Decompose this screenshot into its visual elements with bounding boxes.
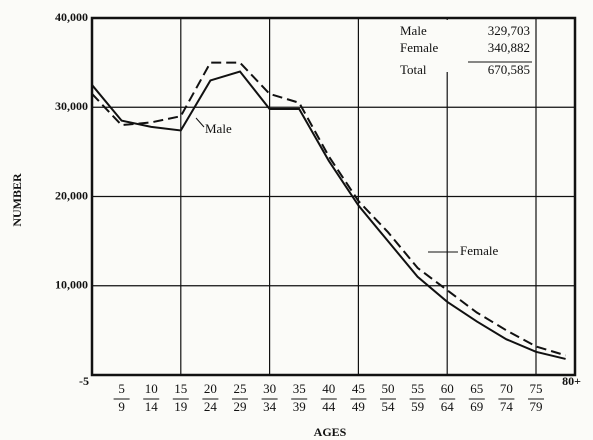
x-tick-label: 80+ (562, 374, 581, 388)
x-tick-label: -5 (79, 374, 89, 388)
x-tick-label: 65 (470, 381, 483, 396)
y-tick-label: 40,000 (55, 10, 88, 24)
x-tick-label: 50 (382, 381, 395, 396)
x-tick-label: 45 (352, 381, 365, 396)
summary-value: 670,585 (488, 62, 530, 77)
y-axis-label: NUMBER (10, 173, 24, 227)
x-tick-label: 20 (204, 381, 217, 396)
summary-label: Total (400, 62, 427, 77)
x-tick-label: 75 (530, 381, 543, 396)
x-tick-label: 64 (441, 399, 455, 414)
x-tick-label: 79 (530, 399, 543, 414)
x-tick-label: 24 (204, 399, 218, 414)
x-tick-label: 70 (500, 381, 513, 396)
y-tick-label: 30,000 (55, 99, 88, 113)
x-tick-label: 30 (263, 381, 276, 396)
series-line (91, 70, 566, 360)
summary-box (392, 20, 532, 72)
plot-frame (90, 16, 577, 377)
x-tick-label: 55 (411, 381, 424, 396)
label-leader (195, 117, 205, 128)
y-tick-label: 20,000 (55, 188, 88, 202)
x-tick-label: 29 (234, 399, 247, 414)
y-tick-label: 10,000 (55, 278, 88, 292)
x-tick-label: 44 (322, 399, 336, 414)
summary-label: Female (400, 40, 438, 55)
x-tick-label: 9 (118, 399, 125, 414)
series-label: Male (205, 121, 232, 136)
x-tick-label: 60 (441, 381, 454, 396)
x-tick-label: 49 (352, 399, 365, 414)
x-tick-label: 54 (382, 399, 396, 414)
x-tick-label: 40 (322, 381, 335, 396)
x-tick-label: 14 (145, 399, 159, 414)
x-tick-label: 59 (411, 399, 424, 414)
x-tick-label: 39 (293, 399, 306, 414)
summary-value: 329,703 (488, 23, 530, 38)
x-tick-label: 35 (293, 381, 306, 396)
x-axis-label: AGES (314, 425, 347, 439)
x-tick-label: 34 (263, 399, 277, 414)
x-tick-label: 10 (145, 381, 158, 396)
x-tick-label: 69 (470, 399, 483, 414)
x-tick-label: 5 (118, 381, 125, 396)
x-tick-label: 15 (174, 381, 187, 396)
x-tick-label: 25 (234, 381, 247, 396)
summary-label: Male (400, 23, 427, 38)
x-tick-label: 74 (500, 399, 514, 414)
summary-value: 340,882 (488, 40, 530, 55)
series-label: Female (460, 243, 498, 258)
x-tick-label: 19 (174, 399, 187, 414)
series-line (91, 61, 566, 357)
